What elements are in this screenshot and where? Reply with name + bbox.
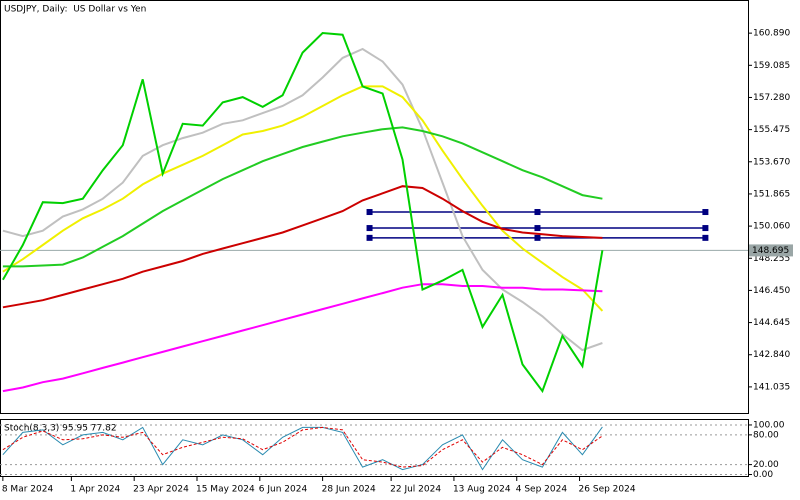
current-price-label: 148.695 <box>752 246 789 256</box>
stoch-frame <box>0 419 749 477</box>
y-tick-label: 142.840 <box>753 350 790 360</box>
x-tick-label: 13 Aug 2024 <box>453 485 511 495</box>
series-line <box>2 31 604 394</box>
y-tick-label: 144.645 <box>753 318 790 328</box>
y-tick-label: 157.280 <box>753 93 790 103</box>
y-tick-label: 160.890 <box>753 29 790 39</box>
level-handle <box>366 209 373 216</box>
y-tick-label: 151.865 <box>753 189 790 199</box>
chart-title: USDJPY, Daily: US Dollar vs Yen <box>4 5 146 15</box>
series-line <box>2 426 603 471</box>
y-tick-label: 0.00 <box>753 470 773 480</box>
main-frame <box>0 0 749 414</box>
level-handle <box>366 225 373 232</box>
series-line <box>2 126 603 268</box>
y-tick-label: 100.00 <box>753 420 785 430</box>
level-handle <box>534 234 541 241</box>
x-tick-label: 6 Jun 2024 <box>259 485 308 495</box>
series-line <box>2 426 603 468</box>
x-tick-label: 8 Mar 2024 <box>2 485 54 495</box>
x-tick-label: 23 Apr 2024 <box>133 485 189 495</box>
series-line <box>2 85 604 312</box>
current-price-box <box>749 244 793 257</box>
series-line <box>2 283 603 393</box>
x-tick-label: 1 Apr 2024 <box>70 485 120 495</box>
level-handle <box>366 234 373 241</box>
y-tick-label: 146.450 <box>753 286 790 296</box>
y-tick-label: 148.255 <box>753 254 790 264</box>
y-tick-label: 150.060 <box>753 222 790 232</box>
y-tick-label: 20.00 <box>753 460 779 470</box>
x-tick-label: 28 Jun 2024 <box>322 485 376 495</box>
level-handle <box>534 225 541 232</box>
y-tick-label: 80.00 <box>753 430 779 440</box>
x-tick-label: 4 Sep 2024 <box>516 485 568 495</box>
y-tick-label: 159.085 <box>753 61 790 71</box>
x-tick-label: 15 May 2024 <box>196 485 255 495</box>
x-tick-label: 22 Jul 2024 <box>390 485 441 495</box>
y-tick-label: 155.475 <box>753 125 790 135</box>
stoch-title: Stoch(8,3,3) 95.95 77.82 <box>4 424 117 434</box>
level-handle <box>702 234 709 241</box>
level-handle <box>534 209 541 216</box>
level-handle <box>702 225 709 232</box>
y-tick-label: 153.670 <box>753 157 790 167</box>
level-handle <box>702 209 709 216</box>
y-tick-label: 141.035 <box>753 382 790 392</box>
series-line <box>2 185 603 309</box>
series-line <box>2 47 603 352</box>
x-tick-label: 26 Sep 2024 <box>579 485 636 495</box>
